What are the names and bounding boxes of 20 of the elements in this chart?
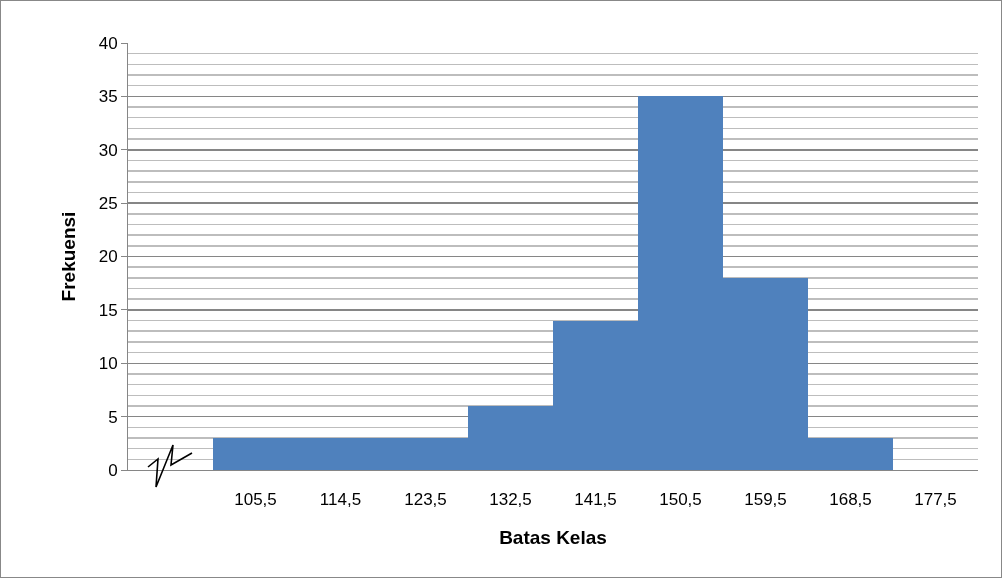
- y-tick-label: 40: [98, 33, 118, 53]
- y-tick-label: 25: [98, 194, 118, 214]
- x-tick-label: 168,5: [829, 490, 872, 510]
- x-tick-label: 132,5: [489, 490, 532, 510]
- x-tick-label: 105,5: [234, 490, 277, 510]
- y-tick-label: 20: [98, 247, 118, 267]
- x-tick-label: 123,5: [404, 490, 447, 510]
- y-tick-label: 10: [98, 354, 118, 374]
- x-tick-label: 114,5: [319, 490, 362, 510]
- y-axis-title: Frekuensi: [57, 211, 79, 302]
- x-axis-title: Batas Kelas: [499, 527, 607, 549]
- x-tick-label: 177,5: [914, 490, 957, 510]
- y-tick-label: 15: [98, 300, 118, 320]
- x-tick-label: 141,5: [574, 490, 617, 510]
- x-tick-label: 159,5: [744, 490, 787, 510]
- y-tick-label: 0: [108, 460, 118, 480]
- y-tick-label: 5: [108, 407, 118, 427]
- y-tick-label: 30: [98, 140, 118, 160]
- x-tick-label: 150,5: [659, 490, 702, 510]
- y-tick-label: 35: [98, 87, 118, 107]
